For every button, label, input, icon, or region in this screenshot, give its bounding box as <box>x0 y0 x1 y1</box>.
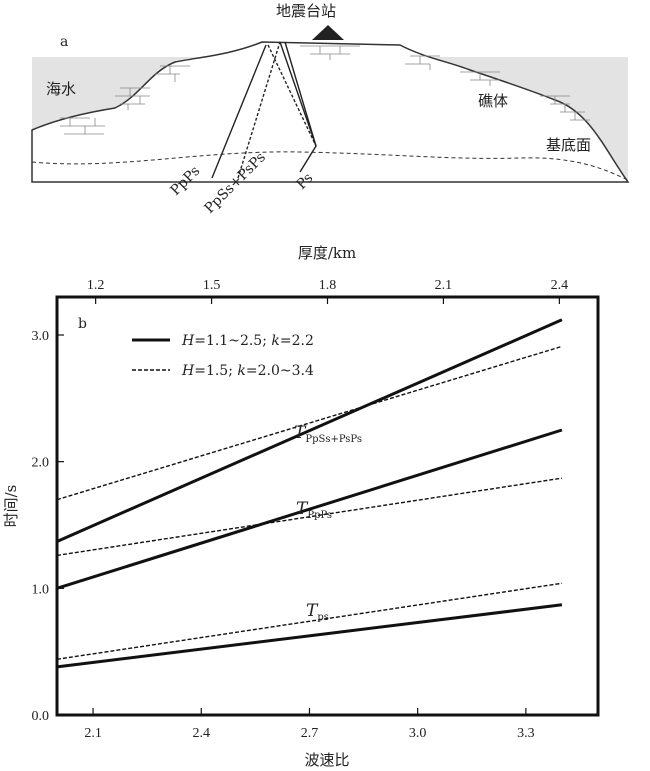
series-ppps-dashed <box>56 477 563 557</box>
top-x-axis-title: 厚度/km <box>298 244 356 262</box>
station-label: 地震台站 <box>276 2 336 20</box>
basement-label: 基底面 <box>546 136 591 154</box>
top-x-tick-label: 1.2 <box>87 278 105 293</box>
reef-body <box>31 41 630 183</box>
top-x-tick-label: 2.1 <box>435 278 453 293</box>
x-tick-label: 2.7 <box>301 726 319 741</box>
series-ppsspsps-solid <box>56 318 563 543</box>
x-axis: 2.1 2.4 2.7 3.0 3.3 <box>84 708 535 741</box>
top-x-axis: 1.2 1.5 1.8 2.1 2.4 <box>87 278 568 304</box>
annotation-tppss: TPpSs+PsPs <box>294 423 362 445</box>
top-x-tick-label: 1.5 <box>203 278 221 293</box>
legend: H=1.1~2.5; k=2.2 H=1.5; k=2.0~3.4 <box>132 333 314 379</box>
series-ps-solid <box>56 603 563 669</box>
y-tick-label: 3.0 <box>32 329 50 344</box>
x-tick-label: 2.1 <box>84 726 102 741</box>
y-tick-label: 1.0 <box>32 582 50 597</box>
y-tick-label: 2.0 <box>32 456 50 471</box>
y-axis-title: 时间/s <box>2 485 20 528</box>
legend-entry-dashed: H=1.5; k=2.0~3.4 <box>181 363 314 379</box>
ray-paths <box>211 41 317 179</box>
series-ppps-solid <box>56 428 563 590</box>
x-tick-label: 3.0 <box>409 726 427 741</box>
basement-line <box>31 151 629 181</box>
sea-label: 海水 <box>46 80 76 98</box>
y-axis: 0.0 1.0 2.0 3.0 <box>32 329 64 724</box>
panel-b: 2.1 2.4 2.7 3.0 3.3 1.2 1.5 1.8 2.1 2.4 0.0 1.0 2.… <box>2 244 600 769</box>
series-ps-dashed <box>56 582 563 660</box>
top-x-tick-label: 2.4 <box>551 278 569 293</box>
legend-entry-solid: H=1.1~2.5; k=2.2 <box>181 333 314 349</box>
brick-texture <box>60 45 590 135</box>
panel-a: a 地震台站 海水 礁体 基底面 PpPs PpSs+PsPs Ps <box>31 2 630 217</box>
top-x-tick-label: 1.8 <box>319 278 337 293</box>
x-axis-title: 波速比 <box>304 751 349 769</box>
x-tick-label: 3.3 <box>517 726 535 741</box>
annotation-tps: Tps <box>306 601 329 623</box>
annotation-tppps: TPpPs <box>296 499 332 521</box>
station-icon <box>312 25 344 40</box>
panel-a-label: a <box>60 34 68 50</box>
y-tick-label: 0.0 <box>32 709 50 724</box>
x-tick-label: 2.4 <box>193 726 211 741</box>
series-group <box>56 318 563 669</box>
panel-b-label: b <box>78 316 87 332</box>
series-ppsspsps-dashed <box>56 345 563 501</box>
reef-label: 礁体 <box>478 92 508 110</box>
